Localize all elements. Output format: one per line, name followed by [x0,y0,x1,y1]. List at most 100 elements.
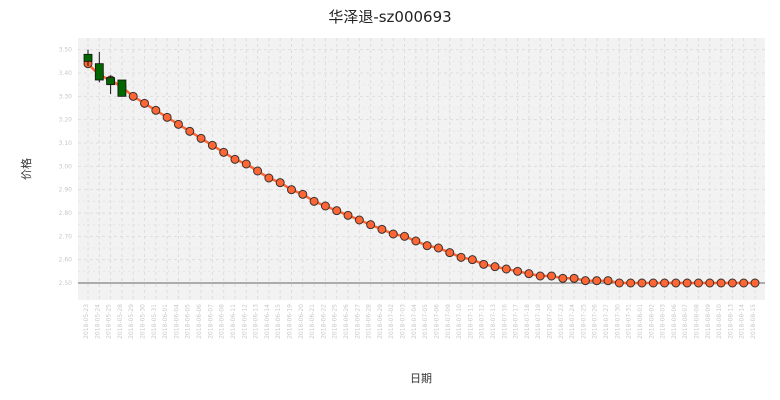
price-marker [682,278,692,288]
x-tick-label: 2018-05-29 [128,304,135,339]
price-marker [626,278,636,288]
x-tick-label: 2018-07-10 [456,304,463,339]
x-tick-label: 2018-08-13 [727,304,734,339]
price-marker [739,278,749,288]
price-marker [377,224,387,234]
price-marker [162,112,172,122]
price-marker [241,159,251,169]
price-marker [207,140,217,150]
x-tick-label: 2018-06-19 [286,304,293,339]
price-marker [219,147,229,157]
y-tick-label: 2.50 [59,280,73,287]
price-marker [151,105,161,115]
price-marker [253,166,263,176]
price-marker [298,189,308,199]
y-tick-label: 3.00 [59,163,73,170]
x-tick-label: 2018-07-13 [490,304,497,339]
x-tick-label: 2018-07-25 [580,304,587,339]
x-tick-label: 2018-08-03 [660,304,667,339]
price-marker [524,269,534,279]
price-marker [727,278,737,288]
price-marker [275,178,285,188]
x-tick-label: 2018-06-13 [253,304,260,339]
x-tick-label: 2018-07-12 [479,304,486,339]
x-tick-label: 2018-06-08 [219,304,226,339]
x-tick-label: 2018-08-07 [682,304,689,339]
x-tick-label: 2018-07-20 [547,304,554,339]
x-tick-label: 2018-08-10 [716,304,723,339]
price-marker [230,154,240,164]
y-tick-label: 2.70 [59,233,73,240]
price-marker [558,273,568,283]
x-tick-label: 2018-06-20 [298,304,305,339]
x-tick-label: 2018-07-09 [445,304,452,339]
x-tick-label: 2018-07-11 [467,304,474,339]
candlestick [94,52,104,83]
x-tick-label: 2018-07-05 [422,304,429,339]
x-tick-label: 2018-08-08 [693,304,700,339]
x-tick-label: 2018-06-01 [162,304,169,339]
price-marker [693,278,703,288]
price-marker [411,236,421,246]
x-tick-label: 2018-06-12 [241,304,248,339]
price-marker [185,126,195,136]
x-tick-label: 2018-07-27 [603,304,610,339]
price-marker [422,241,432,251]
price-markers [83,59,760,288]
candle-body [94,63,104,81]
x-tick-label: 2018-05-31 [151,304,158,339]
price-marker [660,278,670,288]
x-tick-label: 2018-06-27 [354,304,361,339]
x-tick-label: 2018-07-31 [626,304,633,339]
candle-body [83,53,93,62]
x-tick-label: 2018-07-26 [592,304,599,339]
price-marker [671,278,681,288]
x-tick-label: 2018-05-28 [117,304,124,339]
price-marker [580,276,590,286]
price-marker [750,278,760,288]
x-tick-label: 2018-07-06 [433,304,440,339]
price-marker [343,210,353,220]
x-tick-label: 2018-07-02 [388,304,395,339]
price-marker [490,262,500,272]
price-marker [467,255,477,265]
price-marker [320,201,330,211]
x-tick-label: 2018-07-04 [411,304,418,339]
x-tick-label: 2018-07-18 [524,304,531,339]
y-tick-label: 2.80 [59,210,73,217]
price-marker [456,252,466,262]
x-axis-label: 日期 [410,372,432,385]
price-marker [354,215,364,225]
y-tick-label: 2.60 [59,257,73,264]
x-tick-label: 2018-05-23 [83,304,90,339]
y-tick-label: 3.10 [59,140,73,147]
x-tick-label: 2018-07-30 [614,304,621,339]
price-marker [535,271,545,281]
x-tick-label: 2018-07-17 [513,304,520,339]
x-tick-label: 2018-06-28 [366,304,373,339]
candlestick [117,79,127,97]
x-tick-label: 2018-07-19 [535,304,542,339]
price-marker [479,259,489,269]
price-marker [173,119,183,129]
x-axis-ticks: 2018-05-23 2018-05-24 2018-05-25 2018-05-28… [83,304,757,339]
x-tick-label: 2018-06-25 [332,304,339,339]
price-marker [592,276,602,286]
price-marker [196,133,206,143]
price-marker [705,278,715,288]
x-tick-label: 2018-06-22 [320,304,327,339]
price-marker [603,276,613,286]
x-tick-label: 2018-05-30 [140,304,147,339]
x-tick-label: 2018-07-23 [558,304,565,339]
price-marker [445,248,455,258]
price-marker [264,173,274,183]
y-tick-label: 3.20 [59,117,73,124]
price-marker [501,264,511,274]
y-axis-ticks: 2.50 2.60 2.70 2.80 2.90 3.00 3.10 3.20 3.30 3.40… [59,47,73,287]
candle-body [106,77,116,86]
x-tick-label: 2018-07-24 [569,304,576,339]
x-tick-label: 2018-06-26 [343,304,350,339]
x-tick-label: 2018-06-06 [196,304,203,339]
price-marker [388,229,398,239]
price-marker [433,243,443,253]
